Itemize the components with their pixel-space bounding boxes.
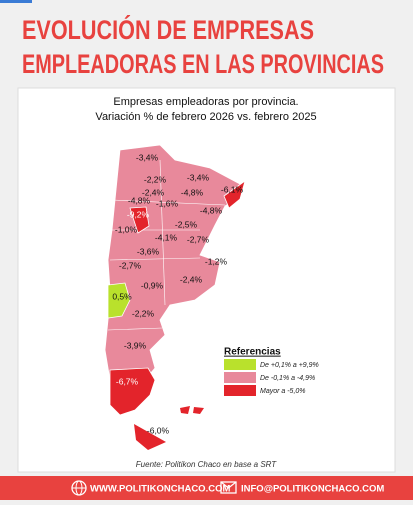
province-area [134, 424, 166, 450]
province-label: -2,4% [142, 187, 165, 197]
province-label: -9,2% [127, 209, 150, 219]
legend-label: De +0,1% a +9,9% [260, 362, 319, 369]
province-label: 0,5% [112, 291, 132, 301]
province-area [107, 282, 131, 319]
mail-icon [220, 481, 237, 494]
title-line: EVOLUCIÓN DE EMPRESAS [22, 14, 314, 45]
province-label: -0,9% [141, 280, 164, 290]
legend-title: Referencias [224, 347, 281, 358]
province-label: -6,7% [116, 376, 139, 386]
province-label: -3,4% [187, 172, 210, 182]
province-area [129, 206, 150, 234]
islands [193, 407, 204, 414]
province-label: -1,0% [115, 224, 138, 234]
province-label: -4,8% [181, 187, 204, 197]
province-label: -2,7% [187, 234, 210, 244]
email[interactable]: INFO@POLITIKONCHACO.COM [241, 484, 384, 495]
subtitle: Variación % de febrero 2026 vs. febrero … [95, 111, 316, 123]
border [159, 159, 166, 306]
islands [180, 406, 190, 414]
province-label: -2,2% [144, 174, 167, 184]
province-label: -4,1% [155, 232, 178, 242]
source: Fuente: Politikon Chaco en base a SRT [136, 460, 277, 469]
province-area [223, 180, 246, 209]
legend-label: De -0,1% a -4,9% [260, 375, 315, 382]
province-label: -4,8% [128, 195, 151, 205]
border [107, 327, 163, 331]
province-area [109, 367, 156, 416]
province-label: -6,1% [221, 184, 244, 194]
province-label: -3,6% [137, 246, 160, 256]
province-label: -2,4% [180, 274, 203, 284]
province-label: -1,2% [205, 256, 228, 266]
province-label: -6,0% [147, 425, 170, 435]
title-line: EMPLEADORAS EN LAS PROVINCIAS [22, 49, 384, 79]
mail-icon [220, 481, 237, 489]
province-label: -2,5% [175, 219, 198, 229]
province-label: -2,7% [119, 260, 142, 270]
border [111, 199, 226, 206]
footer-bar [0, 476, 413, 500]
legend: De +0,1% a +9,9% De -0,1% a -4,9% Mayor a … [224, 359, 319, 396]
top-accent [0, 0, 32, 3]
map: -3,4%-3,4%-2,2%-6,1%-2,4% -4,8%-4,8% -1,6%… [104, 144, 246, 450]
subtitle: Empresas empleadoras por provincia. [113, 96, 298, 108]
legend-swatch [224, 359, 256, 370]
province-label: -3,4% [136, 152, 159, 162]
border [109, 257, 201, 261]
province-label: -1,6% [156, 198, 179, 208]
province-label: -4,8% [200, 205, 223, 215]
website[interactable]: WWW.POLITIKONCHACO.COM [90, 484, 230, 495]
legend-swatch [224, 385, 256, 396]
province-label: -3,9% [124, 340, 147, 350]
legend-label: Mayor a -5,0% [260, 388, 306, 395]
province-label: -2,2% [132, 308, 155, 318]
legend-swatch [224, 372, 256, 383]
